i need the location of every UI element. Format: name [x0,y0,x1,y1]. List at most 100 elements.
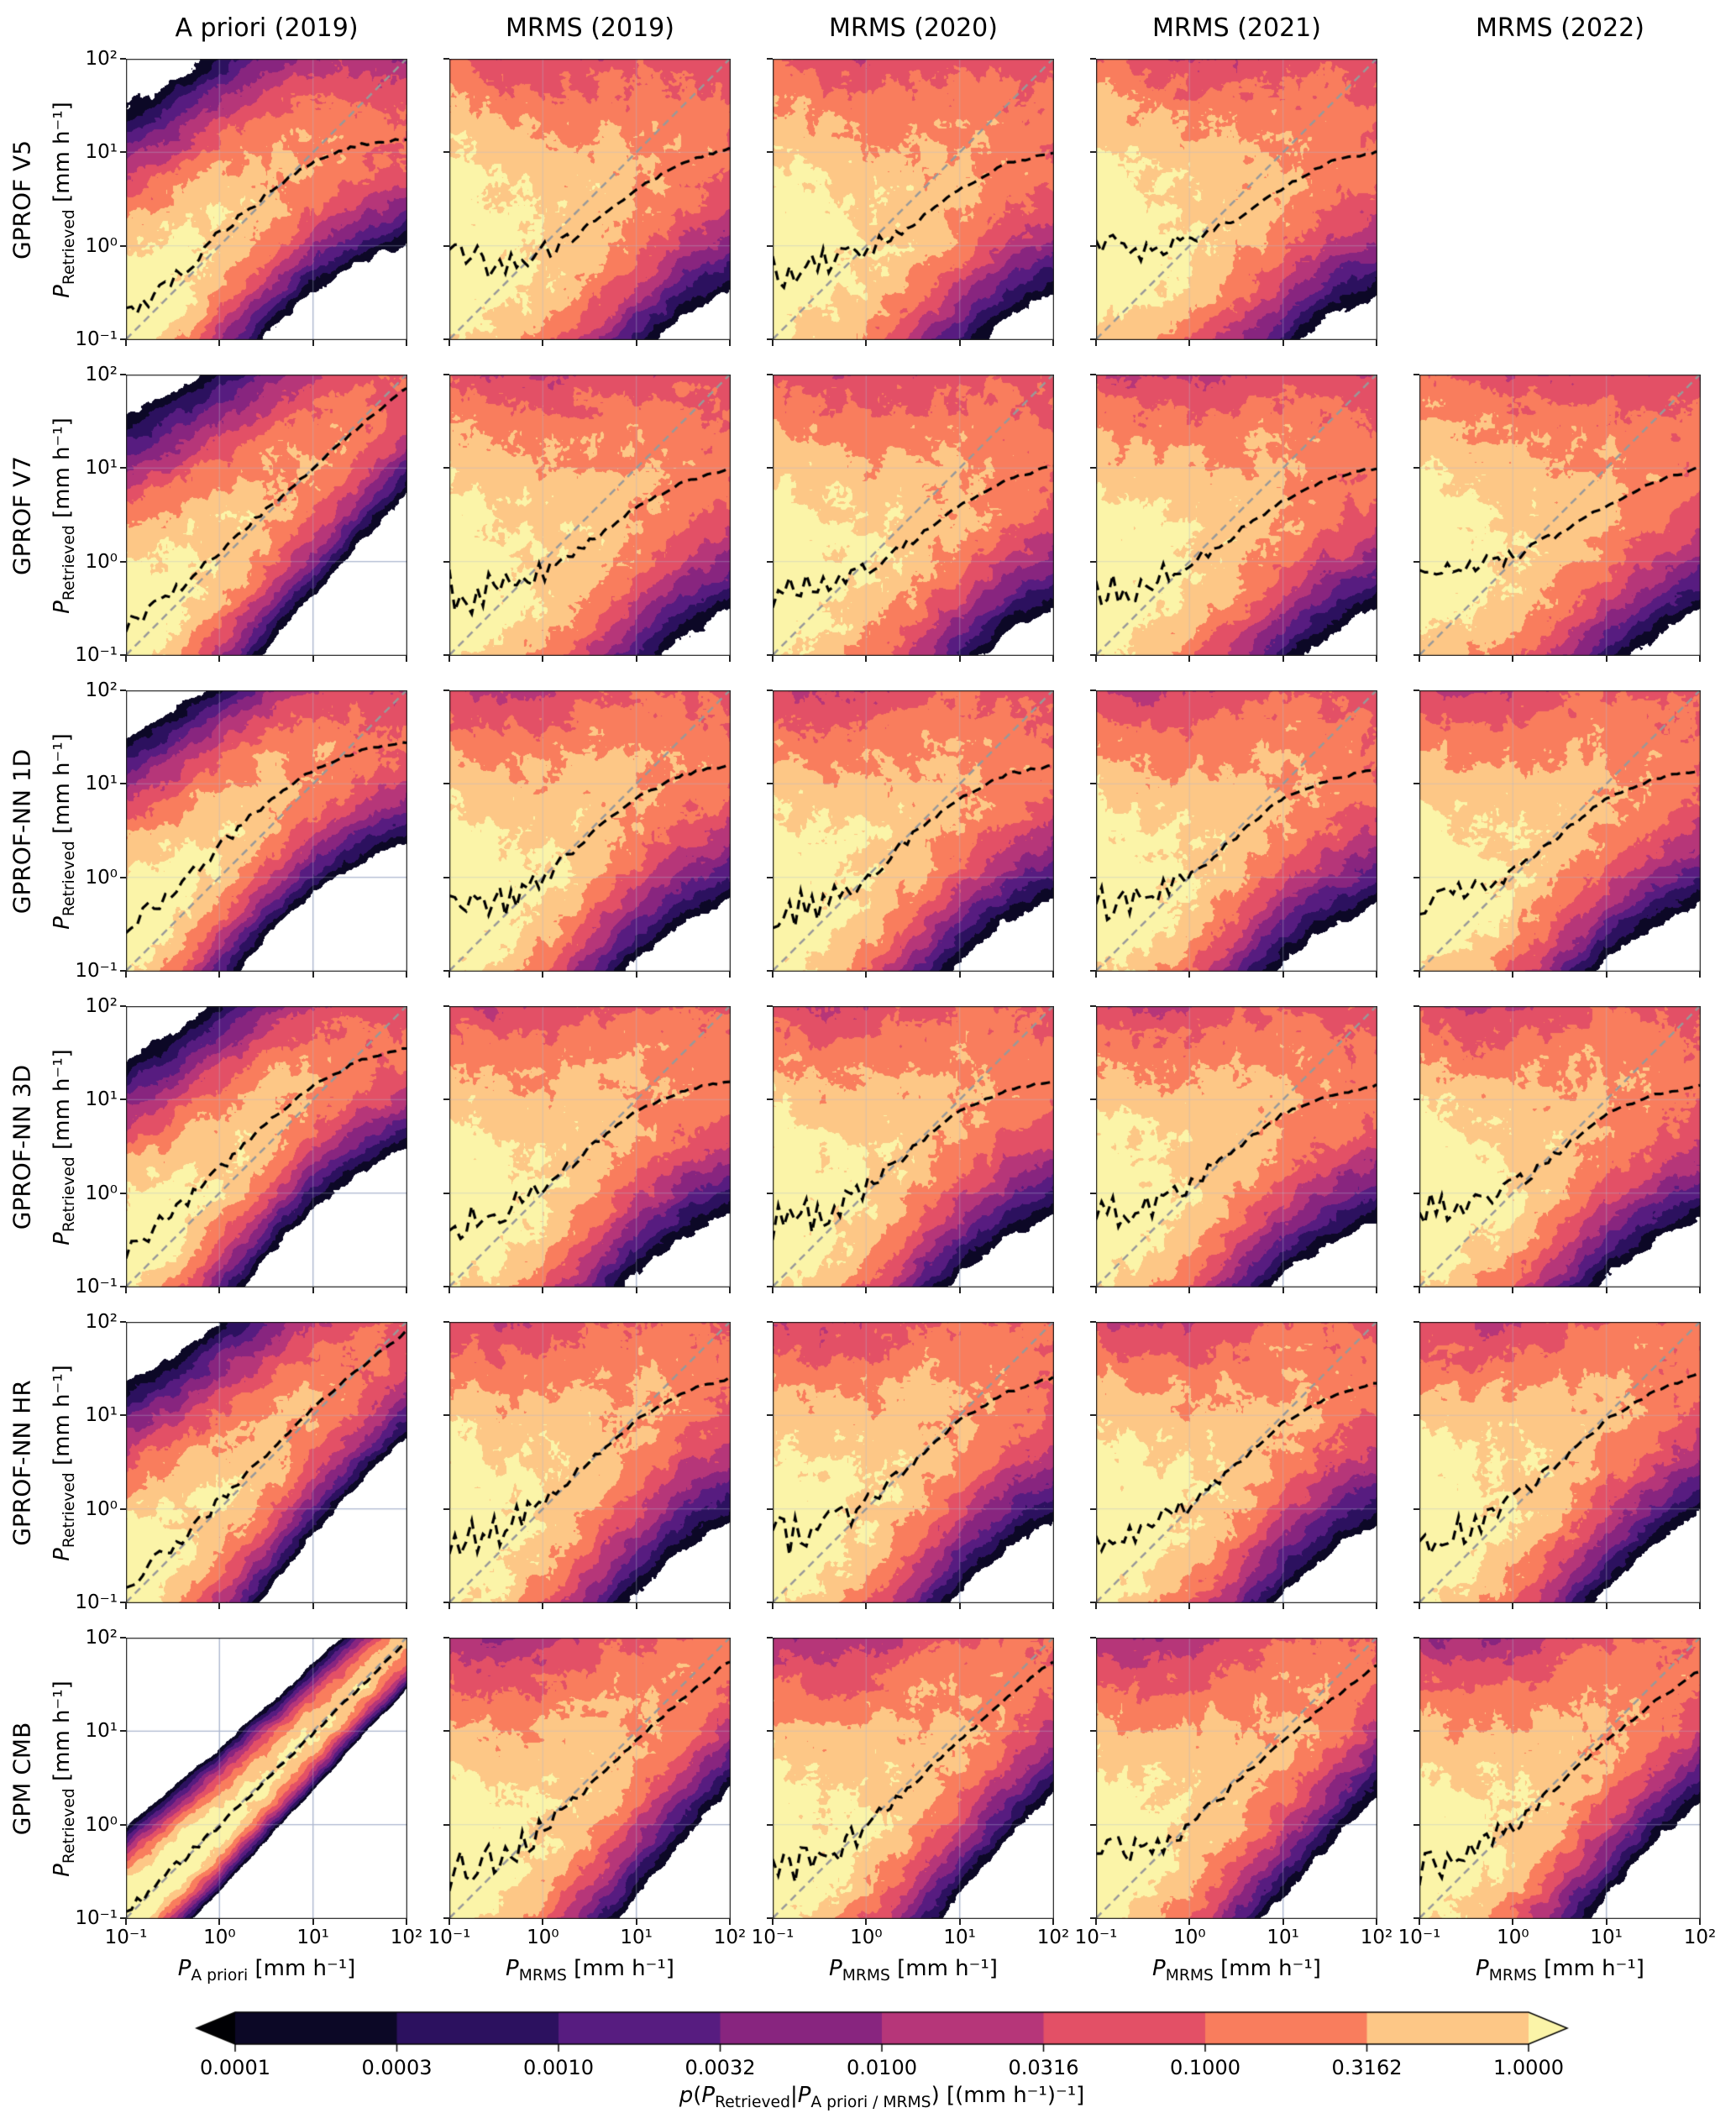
x-tick-mark [1282,656,1284,662]
x-tick-mark [729,656,731,662]
x-tick-mark [1605,972,1608,978]
x-axis-label: PMRMS [mm h⁻¹] [1096,1956,1377,1985]
x-tick-mark [312,972,314,978]
math-part: P [1476,1956,1489,1981]
x-tick-mark [635,1287,637,1293]
y-tick-mark [443,1321,449,1323]
y-tick-mark [767,876,773,878]
y-axis-label: PRetrieved [mm h⁻¹] [50,1680,78,1877]
y-tick-mark [767,1823,773,1826]
y-tick-mark [1413,1602,1419,1603]
x-tick-mark [865,1919,868,1925]
y-tick-mark [1090,876,1096,878]
y-tick-mark [1090,1602,1096,1603]
y-tick-mark [767,1637,773,1638]
x-tick-label: 10⁰ [527,1927,559,1948]
y-tick-mark [443,338,449,340]
math-part: MRMS [842,1967,890,1985]
y-tick-label: 10⁻¹ [75,328,118,350]
row-title: GPROF V7 [8,455,36,575]
y-tick-mark [120,1823,126,1826]
y-tick-mark [1090,338,1096,340]
y-tick-mark [443,783,449,785]
y-tick-mark [120,1637,126,1638]
math-part: P [49,915,75,930]
contour-plot-r2c0 [126,690,407,972]
x-tick-mark [1512,1287,1514,1293]
y-tick-label: 10¹ [85,1088,118,1111]
y-tick-mark [1413,1286,1419,1287]
x-tick-mark [1512,656,1514,662]
math-part: P [49,284,75,298]
x-tick-mark [1512,1919,1514,1925]
math-part: [mm h⁻¹] [1536,1956,1644,1981]
contour-plot-r2c4 [1419,690,1701,972]
y-tick-mark [1413,654,1419,656]
x-tick-mark [448,340,450,346]
y-tick-mark [767,560,773,563]
y-tick-mark [1413,783,1419,785]
x-tick-mark [772,1287,774,1293]
x-tick-mark [1605,656,1608,662]
x-tick-mark [865,340,868,346]
row-title: GPROF V5 [8,139,36,260]
math-part: P [49,1863,75,1877]
math-part: [mm h⁻¹] [1213,1956,1321,1981]
y-tick-mark [443,1286,449,1287]
x-tick-mark [865,1603,868,1609]
math-part: [mm h⁻¹] [566,1956,674,1981]
y-tick-mark [1413,1414,1419,1417]
x-tick-label: 10¹ [620,1927,653,1948]
y-tick-mark [120,1730,126,1733]
y-tick-mark [120,467,126,469]
y-tick-mark [767,374,773,375]
y-tick-mark [767,654,773,656]
contour-plot-r4c1 [449,1322,731,1603]
y-tick-label: 10⁻¹ [75,644,118,666]
y-tick-mark [443,151,449,154]
y-tick-mark [443,1602,449,1603]
column-title: MRMS (2021) [1152,13,1321,43]
x-tick-mark [1376,1919,1377,1925]
x-tick-mark [1188,656,1191,662]
x-tick-mark [729,972,731,978]
x-tick-mark [218,1919,221,1925]
y-tick-mark [443,1823,449,1826]
x-tick-mark [542,972,544,978]
x-tick-mark [1512,1603,1514,1609]
x-tick-mark [1699,1603,1701,1609]
y-tick-mark [1413,1507,1419,1510]
contour-plot-r0c3 [1096,59,1377,340]
y-tick-label: 10¹ [85,1404,118,1427]
y-tick-label: 10⁰ [85,1813,118,1836]
x-tick-label: 10⁻¹ [1074,1927,1118,1948]
row-title: GPM CMB [8,1722,36,1835]
x-tick-label: 10² [1683,1927,1717,1948]
y-axis-label: PRetrieved [mm h⁻¹] [50,1049,78,1245]
colorbar-tick-label: 0.1000 [1170,2056,1240,2079]
y-tick-mark [443,689,449,691]
y-tick-mark [767,689,773,691]
y-tick-mark [767,1098,773,1101]
y-tick-label: 10⁰ [85,234,118,257]
contour-plot-r1c3 [1096,375,1377,656]
y-tick-mark [1090,467,1096,469]
y-tick-mark [1090,1192,1096,1194]
y-tick-label: 10⁻¹ [75,960,118,982]
y-tick-mark [767,783,773,785]
x-tick-mark [406,1603,407,1609]
colorbar-tick-label: 0.0032 [684,2056,756,2079]
x-tick-mark [406,972,407,978]
y-tick-mark [443,876,449,878]
math-part: MRMS [518,1967,567,1985]
y-tick-label: 10⁰ [85,1497,118,1520]
x-tick-mark [865,656,868,662]
math-part: P [49,1547,75,1561]
y-tick-mark [443,1917,449,1919]
math-part: [mm h⁻¹] [889,1956,998,1981]
x-tick-mark [729,1919,731,1925]
math-part: MRMS [1488,1967,1537,1985]
x-tick-mark [1052,1603,1054,1609]
x-tick-mark [1188,1603,1191,1609]
